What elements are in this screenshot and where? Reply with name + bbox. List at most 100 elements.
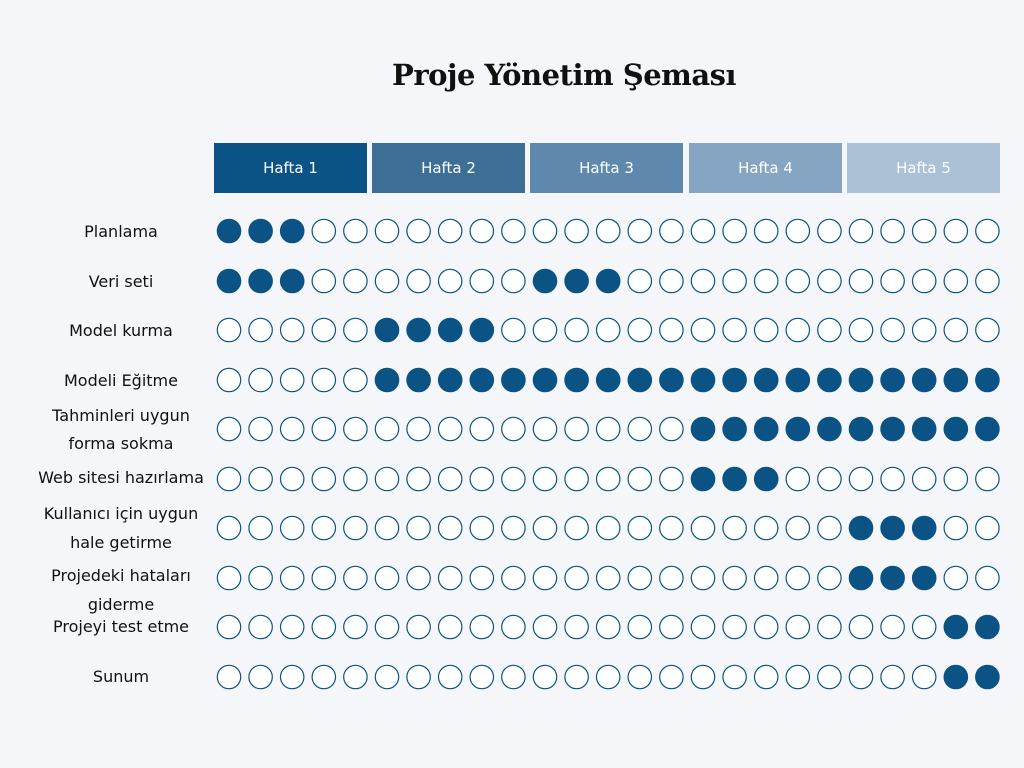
task-dot-empty <box>406 565 431 591</box>
task-dot-empty <box>343 664 368 690</box>
task-dot-empty <box>722 218 747 244</box>
task-dot-empty <box>753 317 779 343</box>
task-dot-empty <box>659 466 684 492</box>
chart-title: Proje Yönetim Şeması <box>392 58 736 92</box>
task-dot-empty <box>880 317 905 343</box>
task-dot-empty <box>532 565 558 591</box>
task-dot-empty <box>564 416 589 442</box>
task-dot-empty <box>564 515 589 541</box>
task-dot-empty <box>659 218 684 244</box>
task-dot-empty <box>437 664 463 690</box>
task-dot-empty <box>279 416 305 442</box>
task-dot-empty <box>216 367 242 393</box>
task-dot-empty <box>785 466 811 492</box>
task-dot-empty <box>627 614 653 640</box>
task-dot-empty <box>848 268 874 294</box>
task-dot-empty <box>501 317 526 343</box>
task-dot-empty <box>311 268 337 294</box>
week-header-2: Hafta 2 <box>372 143 525 193</box>
task-dot-empty <box>374 268 400 294</box>
task-dot-empty <box>437 268 463 294</box>
task-dot-empty <box>690 268 716 294</box>
task-dot-empty <box>690 664 716 690</box>
task-dot-active <box>406 367 431 393</box>
task-dot-empty <box>501 664 526 690</box>
task-dot-empty <box>437 466 463 492</box>
task-dot-empty <box>722 268 747 294</box>
task-dot-empty <box>627 664 653 690</box>
task-dot-active <box>216 218 242 244</box>
task-dot-empty <box>343 268 368 294</box>
task-dot-empty <box>469 416 495 442</box>
task-dot-active <box>785 367 811 393</box>
task-dot-active <box>753 416 779 442</box>
task-dot-empty <box>216 416 242 442</box>
task-dot-active <box>817 416 842 442</box>
task-dot-empty <box>311 565 337 591</box>
week-header-1: Hafta 1 <box>214 143 367 193</box>
task-dot-empty <box>437 416 463 442</box>
task-dot-empty <box>722 317 747 343</box>
task-dot-empty <box>627 218 653 244</box>
task-dot-active <box>975 367 1000 393</box>
task-dot-empty <box>374 218 400 244</box>
task-dot-active <box>532 268 558 294</box>
task-dot-empty <box>911 268 937 294</box>
task-dot-empty <box>848 614 874 640</box>
task-dot-empty <box>532 317 558 343</box>
task-dot-empty <box>627 466 653 492</box>
task-dot-active <box>975 614 1000 640</box>
task-dot-empty <box>627 416 653 442</box>
task-dot-empty <box>848 466 874 492</box>
task-dot-empty <box>975 565 1000 591</box>
task-dot-empty <box>437 614 463 640</box>
task-dot-active <box>817 367 842 393</box>
task-dot-active <box>595 268 621 294</box>
task-dot-empty <box>343 614 368 640</box>
task-dot-empty <box>722 614 747 640</box>
task-dot-active <box>848 515 874 541</box>
task-dot-empty <box>817 466 842 492</box>
task-dot-empty <box>311 614 337 640</box>
task-dot-empty <box>374 565 400 591</box>
task-dot-empty <box>343 317 368 343</box>
task-dot-active <box>501 367 526 393</box>
task-dot-empty <box>469 466 495 492</box>
task-dot-empty <box>659 515 684 541</box>
task-label: Planlama <box>84 222 158 241</box>
task-dot-empty <box>406 664 431 690</box>
task-dot-empty <box>753 515 779 541</box>
task-dot-empty <box>501 565 526 591</box>
task-dot-active <box>564 367 589 393</box>
task-dot-empty <box>753 664 779 690</box>
task-dot-empty <box>817 664 842 690</box>
task-dot-active <box>690 466 716 492</box>
task-dot-active <box>279 218 305 244</box>
task-label: Projeyi test etme <box>52 617 190 636</box>
task-dot-active <box>216 268 242 294</box>
task-dot-empty <box>880 614 905 640</box>
task-dot-active <box>911 416 937 442</box>
task-dot-active <box>753 466 779 492</box>
task-dot-active <box>722 416 747 442</box>
task-dot-empty <box>943 466 969 492</box>
task-dot-empty <box>690 565 716 591</box>
task-dot-empty <box>343 466 368 492</box>
task-dot-empty <box>785 565 811 591</box>
task-dot-empty <box>880 664 905 690</box>
task-dot-empty <box>817 218 842 244</box>
task-dot-empty <box>248 614 273 640</box>
task-dot-empty <box>564 565 589 591</box>
task-label: Projedeki hataları <box>51 566 191 585</box>
task-dot-empty <box>532 664 558 690</box>
task-dot-active <box>469 367 495 393</box>
task-label: Modeli Eğitme <box>64 371 178 390</box>
task-dot-empty <box>406 268 431 294</box>
week-header-3: Hafta 3 <box>530 143 683 193</box>
task-dot-empty <box>501 218 526 244</box>
task-dot-active <box>943 664 969 690</box>
task-dot-empty <box>595 515 621 541</box>
task-dot-empty <box>564 218 589 244</box>
task-dot-empty <box>722 565 747 591</box>
